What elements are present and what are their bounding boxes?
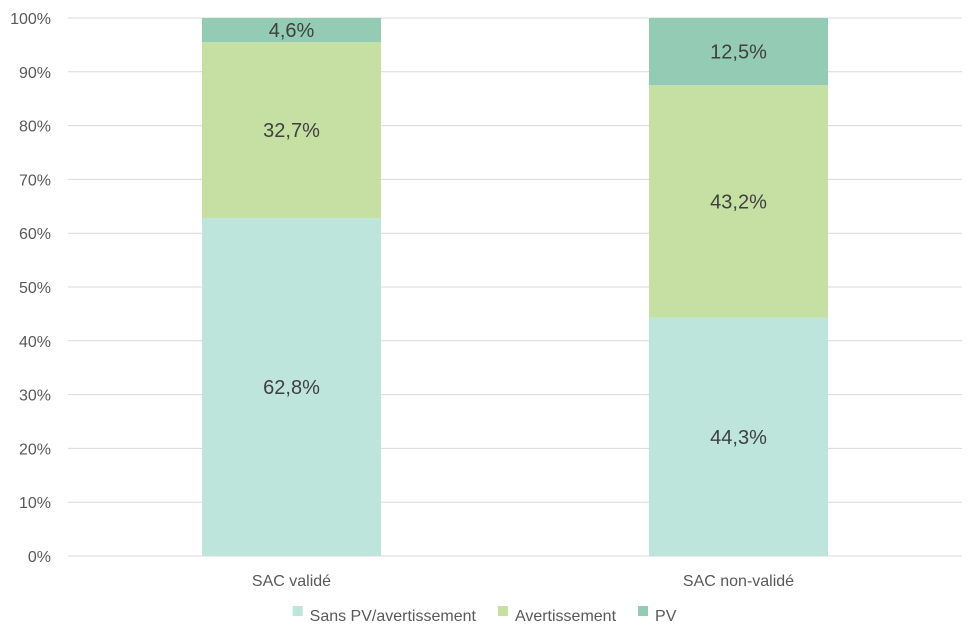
y-tick-label: 100%: [10, 11, 51, 28]
bar-segment: [202, 218, 381, 557]
data-label: 4,6%: [269, 20, 315, 42]
x-axis-category-labels: SAC validé SAC non-validé: [252, 573, 794, 590]
y-tick-label: 10%: [19, 495, 51, 512]
x-category-label: SAC validé: [252, 573, 331, 590]
y-tick-label: 70%: [19, 172, 51, 189]
bar-segment: [649, 317, 828, 556]
y-tick-label: 60%: [19, 226, 51, 243]
legend-item: PV: [638, 606, 677, 625]
legend-label: PV: [655, 608, 677, 625]
legend-swatch: [292, 606, 303, 616]
y-tick-label: 30%: [19, 388, 51, 405]
legend-swatch: [638, 606, 649, 616]
data-labels: 62,8% 32,7% 4,6% 44,3% 43,2% 12,5%: [263, 20, 767, 449]
y-tick-label: 20%: [19, 441, 51, 458]
legend-swatch: [497, 606, 508, 616]
y-tick-label: 40%: [19, 334, 51, 351]
bar-segment: [649, 18, 828, 86]
bar-segment: [202, 42, 381, 219]
y-tick-label: 90%: [19, 65, 51, 82]
legend-label: Sans PV/avertissement: [310, 608, 477, 625]
legend-item: Sans PV/avertissement: [292, 606, 477, 625]
data-label: 12,5%: [710, 42, 767, 64]
bar-segment: [649, 85, 828, 318]
y-axis-tick-labels: 0% 10% 20% 30% 40% 50% 60% 70% 80% 90% 100%: [10, 11, 51, 566]
legend-label: Avertissement: [515, 608, 617, 625]
legend-item: Avertissement: [497, 606, 617, 625]
y-tick-label: 50%: [19, 280, 51, 297]
y-tick-label: 80%: [19, 119, 51, 136]
data-label: 43,2%: [710, 191, 767, 213]
x-category-label: SAC non-validé: [683, 573, 794, 590]
bar-segment: [202, 18, 381, 43]
data-label: 32,7%: [263, 120, 320, 142]
data-label: 44,3%: [710, 427, 767, 449]
y-tick-label: 0%: [28, 549, 51, 566]
data-label: 62,8%: [263, 377, 320, 399]
legend: Sans PV/avertissement Avertissement PV: [292, 606, 677, 625]
bars: [202, 18, 828, 557]
